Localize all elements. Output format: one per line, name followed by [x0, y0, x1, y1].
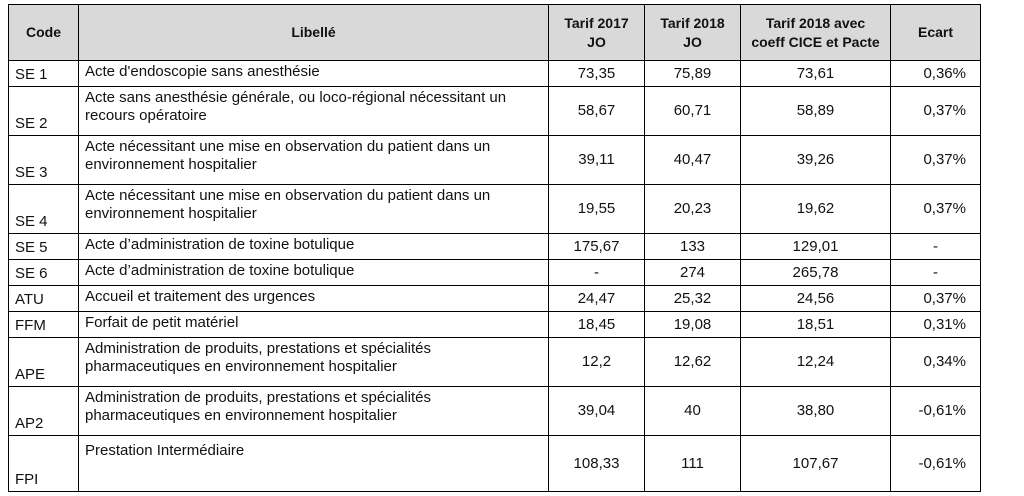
- cell-ecart: 0,36%: [890, 60, 981, 87]
- cell-code: SE 3: [8, 135, 79, 185]
- cell-libelle: Acte d’administration de toxine botuliqu…: [78, 259, 549, 286]
- cell-ecart: -0,61%: [890, 386, 981, 436]
- cell-code: FFM: [8, 311, 79, 338]
- cell-tarif-2017: -: [548, 259, 645, 286]
- header-tarif-2018-line1: Tarif 2018: [660, 14, 725, 31]
- cell-tarif-2018-cice: 73,61: [740, 60, 891, 87]
- cell-libelle: Administration de produits, prestations …: [78, 337, 549, 387]
- cell-code: SE 2: [8, 86, 79, 136]
- table-row: SE 6 Acte d’administration de toxine bot…: [8, 259, 981, 286]
- cell-ecart: -: [890, 233, 981, 260]
- cell-tarif-2018-cice: 24,56: [740, 285, 891, 312]
- cell-tarif-2017: 73,35: [548, 60, 645, 87]
- cell-tarif-2018-cice: 58,89: [740, 86, 891, 136]
- table-row: SE 1 Acte d'endoscopie sans anesthésie 7…: [8, 60, 981, 87]
- cell-code: AP2: [8, 386, 79, 436]
- cell-tarif-2018: 40,47: [644, 135, 741, 185]
- table-row: SE 2 Acte sans anesthésie générale, ou l…: [8, 86, 981, 136]
- cell-code: SE 5: [8, 233, 79, 260]
- tariff-table-container: Code Libellé Tarif 2017 JO Tarif 2018 JO T…: [8, 4, 981, 492]
- cell-tarif-2018-cice: 39,26: [740, 135, 891, 185]
- cell-tarif-2018-cice: 107,67: [740, 435, 891, 492]
- cell-ecart: 0,37%: [890, 184, 981, 234]
- cell-code: SE 6: [8, 259, 79, 286]
- cell-tarif-2018-cice: 265,78: [740, 259, 891, 286]
- cell-tarif-2017: 18,45: [548, 311, 645, 338]
- table-row: AP2 Administration de produits, prestati…: [8, 386, 981, 436]
- table-row: APE Administration de produits, prestati…: [8, 337, 981, 387]
- cell-ecart: -: [890, 259, 981, 286]
- header-tarif-2017: Tarif 2017 JO: [548, 4, 645, 61]
- cell-code: FPI: [8, 435, 79, 492]
- cell-tarif-2018: 20,23: [644, 184, 741, 234]
- cell-tarif-2017: 24,47: [548, 285, 645, 312]
- cell-libelle: Acte sans anesthésie générale, ou loco-r…: [78, 86, 549, 136]
- cell-libelle: Administration de produits, prestations …: [78, 386, 549, 436]
- cell-tarif-2018: 111: [644, 435, 741, 492]
- cell-code: SE 4: [8, 184, 79, 234]
- cell-tarif-2018-cice: 18,51: [740, 311, 891, 338]
- cell-ecart: 0,37%: [890, 135, 981, 185]
- table-row: FFM Forfait de petit matériel 18,45 19,0…: [8, 311, 981, 338]
- cell-tarif-2018: 60,71: [644, 86, 741, 136]
- cell-libelle: Accueil et traitement des urgences: [78, 285, 549, 312]
- cell-tarif-2017: 12,2: [548, 337, 645, 387]
- cell-libelle: Acte d’administration de toxine botuliqu…: [78, 233, 549, 260]
- cell-libelle: Acte d'endoscopie sans anesthésie: [78, 60, 549, 87]
- header-tarif-2018-cice: Tarif 2018 avec coeff CICE et Pacte: [740, 4, 891, 61]
- cell-tarif-2018: 75,89: [644, 60, 741, 87]
- header-row: Code Libellé Tarif 2017 JO Tarif 2018 JO T…: [8, 4, 981, 61]
- cell-libelle: Forfait de petit matériel: [78, 311, 549, 338]
- cell-tarif-2018: 133: [644, 233, 741, 260]
- cell-tarif-2017: 19,55: [548, 184, 645, 234]
- cell-tarif-2017: 39,11: [548, 135, 645, 185]
- header-tarif-2018-cice-line2: coeff CICE et Pacte: [751, 33, 880, 50]
- cell-ecart: -0,61%: [890, 435, 981, 492]
- cell-tarif-2018-cice: 38,80: [740, 386, 891, 436]
- cell-tarif-2017: 58,67: [548, 86, 645, 136]
- cell-tarif-2018-cice: 19,62: [740, 184, 891, 234]
- cell-tarif-2017: 108,33: [548, 435, 645, 492]
- header-ecart: Ecart: [890, 4, 981, 61]
- cell-ecart: 0,31%: [890, 311, 981, 338]
- cell-libelle: Acte nécessitant une mise en observation…: [78, 135, 549, 185]
- cell-libelle: Acte nécessitant une mise en observation…: [78, 184, 549, 234]
- header-tarif-2018: Tarif 2018 JO: [644, 4, 741, 61]
- cell-ecart: 0,34%: [890, 337, 981, 387]
- cell-tarif-2018-cice: 129,01: [740, 233, 891, 260]
- cell-libelle: Prestation Intermédiaire: [78, 435, 549, 492]
- cell-ecart: 0,37%: [890, 86, 981, 136]
- header-libelle: Libellé: [78, 4, 549, 61]
- header-tarif-2018-cice-line1: Tarif 2018 avec: [765, 14, 866, 31]
- cell-tarif-2017: 39,04: [548, 386, 645, 436]
- header-tarif-2018-line2: JO: [683, 33, 702, 50]
- table-row: SE 5 Acte d’administration de toxine bot…: [8, 233, 981, 260]
- header-tarif-2017-line2: JO: [587, 33, 606, 50]
- cell-tarif-2018: 25,32: [644, 285, 741, 312]
- table-row: FPI Prestation Intermédiaire 108,33 111 …: [8, 435, 981, 492]
- header-code: Code: [8, 4, 79, 61]
- header-tarif-2017-line1: Tarif 2017: [564, 14, 629, 31]
- cell-tarif-2018: 40: [644, 386, 741, 436]
- cell-tarif-2018-cice: 12,24: [740, 337, 891, 387]
- table-row: ATU Accueil et traitement des urgences 2…: [8, 285, 981, 312]
- cell-code: ATU: [8, 285, 79, 312]
- cell-tarif-2018: 274: [644, 259, 741, 286]
- cell-code: SE 1: [8, 60, 79, 87]
- cell-ecart: 0,37%: [890, 285, 981, 312]
- cell-code: APE: [8, 337, 79, 387]
- table-row: SE 4 Acte nécessitant une mise en observ…: [8, 184, 981, 234]
- table-row: SE 3 Acte nécessitant une mise en observ…: [8, 135, 981, 185]
- cell-tarif-2018: 12,62: [644, 337, 741, 387]
- tariff-table: Code Libellé Tarif 2017 JO Tarif 2018 JO T…: [8, 4, 981, 492]
- cell-tarif-2018: 19,08: [644, 311, 741, 338]
- cell-tarif-2017: 175,67: [548, 233, 645, 260]
